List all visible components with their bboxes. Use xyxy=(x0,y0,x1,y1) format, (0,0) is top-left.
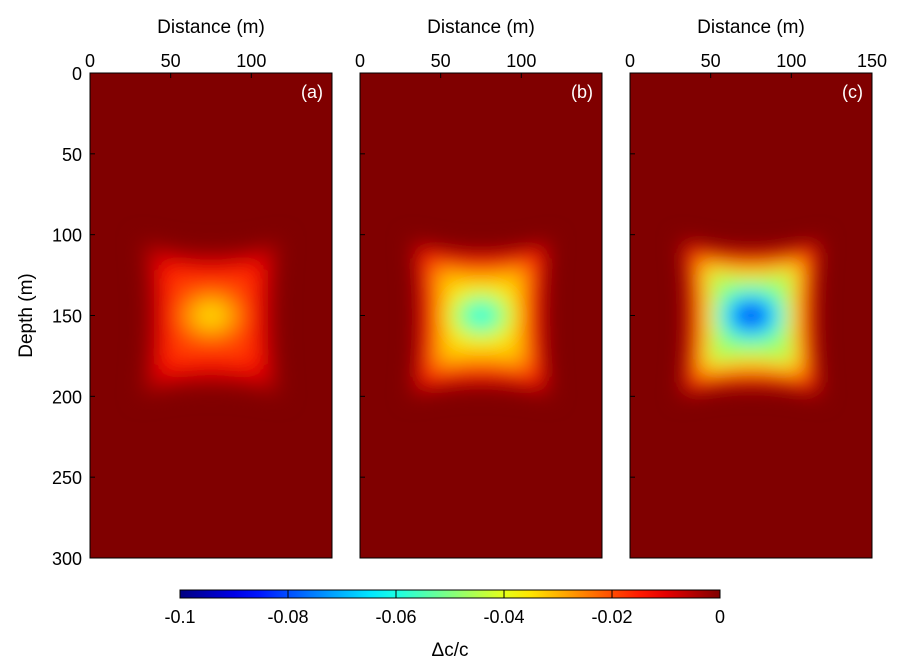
x-tick-label: 50 xyxy=(161,51,181,71)
x-tick-label: 50 xyxy=(701,51,721,71)
y-tick-label: 0 xyxy=(72,64,82,84)
x-axis-label: Distance (m) xyxy=(697,17,805,38)
contour-level xyxy=(201,309,221,322)
contour-level xyxy=(741,309,761,322)
colorbar-gradient xyxy=(179,589,721,599)
x-tick-label: 150 xyxy=(857,51,887,71)
anomaly xyxy=(407,235,555,402)
x-tick-label: 100 xyxy=(236,51,266,71)
colorbar-tick-label: -0.04 xyxy=(483,607,524,627)
y-tick-label: 100 xyxy=(52,226,82,246)
panel-b: 0 50 100 Distance (m) (b) xyxy=(355,17,603,559)
anomaly xyxy=(677,235,825,402)
y-tick-label: 200 xyxy=(52,387,82,407)
x-tick-label: 0 xyxy=(625,51,635,71)
y-tick-label: 250 xyxy=(52,468,82,488)
panel-label: (c) xyxy=(842,82,863,102)
panel-c: 0 50 100 150 Distance (m) (c) xyxy=(625,17,887,559)
x-tick-label: 0 xyxy=(355,51,365,71)
y-axis-label: Depth (m) xyxy=(16,273,37,357)
panel-label: (b) xyxy=(571,82,593,102)
panel-label: (a) xyxy=(301,82,323,102)
x-tick-label: 50 xyxy=(431,51,451,71)
panel-a: 0 50 100 Distance (m) (a) xyxy=(85,17,333,559)
y-tick-label: 300 xyxy=(52,549,82,569)
contour-level xyxy=(471,309,491,322)
panels: 0 50 100 Distance (m) (a) 0 50 100 Distance (m) (… xyxy=(85,17,887,559)
x-tick-label: 0 xyxy=(85,51,95,71)
y-tick-label: 150 xyxy=(52,307,82,327)
colorbar-tick-label: -0.08 xyxy=(267,607,308,627)
colorbar-tick-label: -0.06 xyxy=(375,607,416,627)
colorbar-label: Δc/c xyxy=(432,640,469,661)
colorbar: -0.1 -0.08 -0.06 -0.04 -0.02 0 Δc/c xyxy=(164,589,725,661)
x-axis-label: Distance (m) xyxy=(427,17,535,38)
x-tick-label: 100 xyxy=(776,51,806,71)
depth-axis: 0 50 100 150 200 250 300 Depth (m) xyxy=(16,64,82,569)
colorbar-tick-label: 0 xyxy=(715,607,725,627)
x-tick-label: 100 xyxy=(506,51,536,71)
y-tick-label: 50 xyxy=(62,145,82,165)
x-axis-label: Distance (m) xyxy=(157,17,265,38)
anomaly xyxy=(137,235,285,402)
colorbar-tick-label: -0.02 xyxy=(591,607,632,627)
colorbar-tick-label: -0.1 xyxy=(164,607,195,627)
